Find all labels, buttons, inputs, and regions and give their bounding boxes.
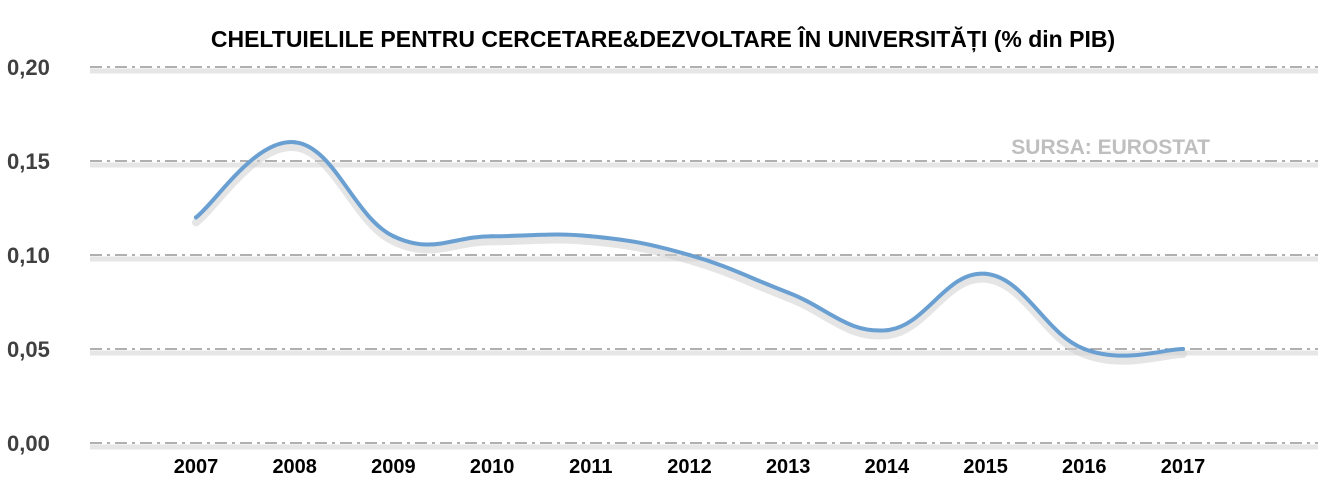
x-tick-label: 2008 xyxy=(272,456,317,478)
x-tick-label: 2007 xyxy=(174,456,219,478)
y-tick-label: 0,15 xyxy=(7,149,50,174)
x-tick-label: 2010 xyxy=(470,456,515,478)
series-line xyxy=(194,140,1185,358)
y-axis-ticks: 0,00 0,05 0,10 0,15 0,20 xyxy=(7,55,50,456)
y-tick-label: 0,20 xyxy=(7,55,50,80)
x-tick-label: 2017 xyxy=(1161,456,1206,478)
data-point xyxy=(786,290,791,295)
x-tick-label: 2012 xyxy=(667,456,712,478)
grid-lines xyxy=(90,66,1318,450)
x-axis-ticks: 2007 2008 2009 2010 2011 2012 2013 2014 2015 2016… xyxy=(174,456,1206,478)
source-label: SURSA: EUROSTAT xyxy=(1011,136,1210,159)
data-point xyxy=(687,253,692,257)
series-line-shadow xyxy=(192,143,1187,365)
data-point xyxy=(391,234,396,239)
x-tick-label: 2011 xyxy=(569,456,612,478)
x-tick-label: 2016 xyxy=(1062,456,1107,478)
data-point xyxy=(588,234,593,239)
x-tick-label: 2009 xyxy=(371,456,416,478)
data-point xyxy=(292,140,297,145)
y-tick-label: 0,10 xyxy=(7,243,50,268)
chart-title: CHELTUIELILE PENTRU CERCETARE&DEZVOLTARE… xyxy=(211,25,1115,52)
x-tick-label: 2014 xyxy=(865,456,910,478)
data-point xyxy=(490,234,495,239)
y-tick-label: 0,05 xyxy=(7,337,50,362)
data-point xyxy=(884,328,889,333)
data-point xyxy=(1181,347,1185,351)
x-tick-label: 2015 xyxy=(963,456,1008,478)
data-point xyxy=(1082,347,1087,351)
data-point xyxy=(983,271,988,276)
x-tick-label: 2013 xyxy=(766,456,811,478)
y-tick-label: 0,00 xyxy=(7,431,50,456)
data-point xyxy=(194,215,198,220)
series-layer xyxy=(192,140,1187,365)
